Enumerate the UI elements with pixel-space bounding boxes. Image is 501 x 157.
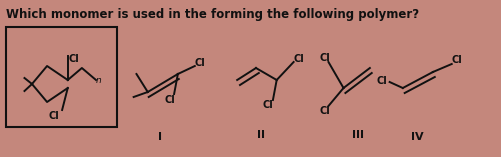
Text: Cl: Cl [319,53,330,63]
Text: Cl: Cl [376,76,387,86]
Text: Cl: Cl [165,95,175,105]
Text: IV: IV [411,132,423,142]
Text: Cl: Cl [452,55,462,65]
Text: Cl: Cl [263,100,274,110]
Text: I: I [158,132,162,142]
Text: Which monomer is used in the forming the following polymer?: Which monomer is used in the forming the… [6,8,419,21]
Text: II: II [257,130,265,140]
Text: Cl: Cl [49,111,60,121]
Text: n: n [96,76,102,85]
Text: III: III [352,130,364,140]
Text: Cl: Cl [69,54,80,64]
Text: Cl: Cl [319,106,330,116]
Text: Cl: Cl [294,54,305,64]
FancyBboxPatch shape [6,27,117,127]
Text: Cl: Cl [195,58,205,68]
